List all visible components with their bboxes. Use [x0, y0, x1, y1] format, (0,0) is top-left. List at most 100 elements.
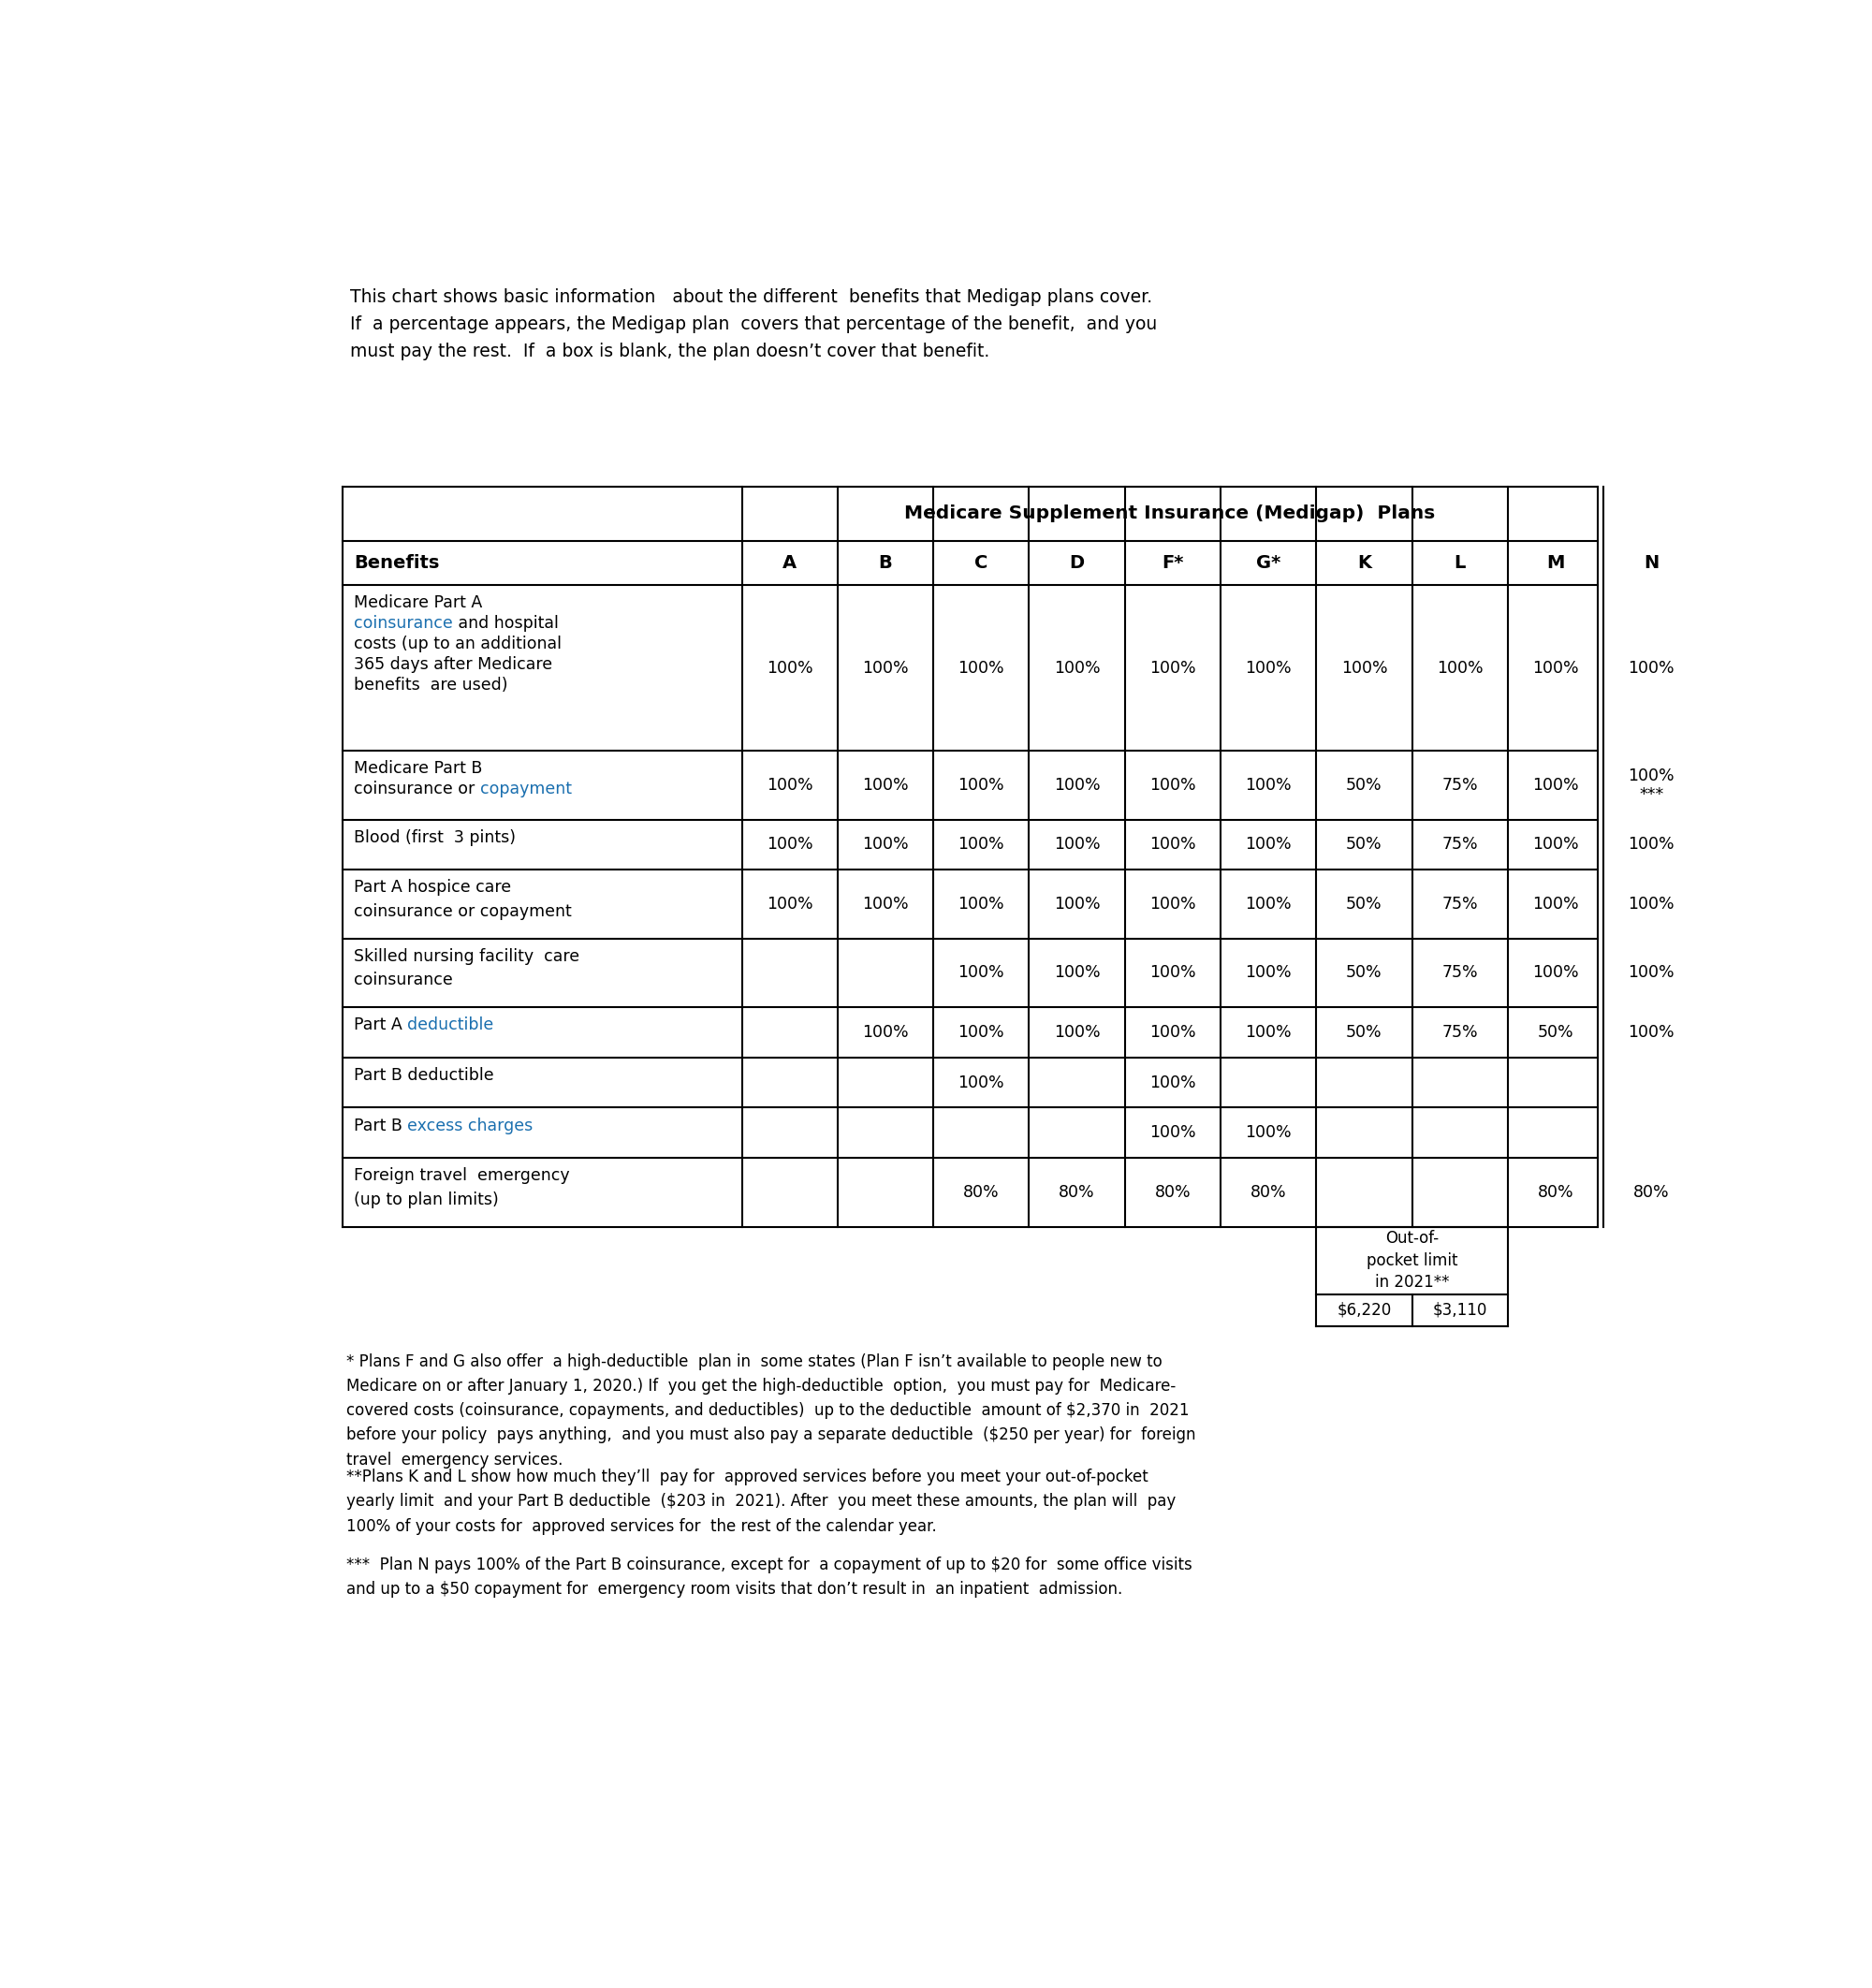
Text: 100%: 100%: [1533, 897, 1578, 912]
Text: 75%: 75%: [1441, 777, 1479, 793]
Text: 100%: 100%: [1149, 897, 1196, 912]
Text: 100%: 100%: [1149, 777, 1196, 793]
Text: 100%: 100%: [958, 964, 1005, 980]
Text: 80%: 80%: [1155, 1185, 1191, 1201]
Text: 100%: 100%: [766, 837, 812, 853]
Text: 80%: 80%: [1537, 1185, 1574, 1201]
Text: 100%: 100%: [1245, 777, 1292, 793]
Text: 100%: 100%: [1245, 1125, 1292, 1141]
Text: 100%: 100%: [1149, 660, 1196, 676]
Text: 100%: 100%: [1629, 964, 1675, 980]
Text: 100%: 100%: [1436, 660, 1483, 676]
Text: copayment: copayment: [479, 781, 571, 797]
Text: 100%: 100%: [1340, 660, 1387, 676]
Text: 100%: 100%: [766, 660, 812, 676]
Text: 100%: 100%: [1054, 837, 1101, 853]
Text: 100%: 100%: [863, 837, 908, 853]
Text: 100%: 100%: [1054, 777, 1101, 793]
Text: 100%: 100%: [958, 1074, 1005, 1091]
Text: 100%: 100%: [1245, 897, 1292, 912]
Text: 50%: 50%: [1346, 897, 1382, 912]
Text: $3,110: $3,110: [1432, 1302, 1486, 1318]
Text: 100%: 100%: [1149, 1125, 1196, 1141]
Text: and hospital: and hospital: [453, 614, 558, 632]
Text: 100%: 100%: [1149, 1074, 1196, 1091]
Text: 50%: 50%: [1537, 1024, 1574, 1040]
Text: coinsurance: coinsurance: [354, 614, 453, 632]
Text: coinsurance or: coinsurance or: [354, 781, 479, 797]
Text: Part A hospice care
coinsurance or copayment: Part A hospice care coinsurance or copay…: [354, 879, 571, 920]
Text: Part B deductible: Part B deductible: [354, 1068, 494, 1083]
Text: 100%: 100%: [1245, 660, 1292, 676]
Text: costs (up to an additional: costs (up to an additional: [354, 636, 562, 652]
Text: 75%: 75%: [1441, 837, 1479, 853]
Text: 100%: 100%: [766, 777, 812, 793]
Text: Medicare Part A: Medicare Part A: [354, 594, 483, 612]
Text: 80%: 80%: [1634, 1185, 1670, 1201]
Text: 100%: 100%: [1054, 897, 1101, 912]
Text: 100%: 100%: [1245, 1024, 1292, 1040]
Text: * Plans F and G also offer  a high-deductible  plan in  some states (Plan F isn’: * Plans F and G also offer a high-deduct…: [346, 1354, 1196, 1467]
Text: Medicare Part B: Medicare Part B: [354, 759, 483, 777]
Text: ***  Plan N pays 100% of the Part B coinsurance, except for  a copayment of up t: *** Plan N pays 100% of the Part B coins…: [346, 1557, 1192, 1598]
Text: 50%: 50%: [1346, 964, 1382, 980]
Text: 100%: 100%: [1629, 660, 1675, 676]
Text: 100%: 100%: [958, 777, 1005, 793]
Text: 100%: 100%: [863, 1024, 908, 1040]
Text: 75%: 75%: [1441, 897, 1479, 912]
Text: 80%: 80%: [1060, 1185, 1095, 1201]
Text: 100%: 100%: [1533, 837, 1578, 853]
Text: $6,220: $6,220: [1337, 1302, 1391, 1318]
Text: 100%: 100%: [1629, 1024, 1675, 1040]
Text: 100%: 100%: [1054, 1024, 1101, 1040]
Text: L: L: [1455, 555, 1466, 573]
Text: M: M: [1546, 555, 1565, 573]
Text: 100%: 100%: [958, 837, 1005, 853]
Text: 100%: 100%: [958, 1024, 1005, 1040]
Text: 80%: 80%: [1250, 1185, 1286, 1201]
Text: Out-of-
pocket limit
in 2021**: Out-of- pocket limit in 2021**: [1367, 1231, 1458, 1290]
Text: deductible: deductible: [408, 1016, 494, 1034]
Text: Benefits: Benefits: [354, 555, 440, 573]
Text: D: D: [1069, 555, 1084, 573]
Text: 100%: 100%: [1629, 837, 1675, 853]
Text: K: K: [1357, 555, 1370, 573]
Text: 100%: 100%: [766, 897, 812, 912]
Text: Skilled nursing facility  care
coinsurance: Skilled nursing facility care coinsuranc…: [354, 948, 580, 988]
Text: A: A: [782, 555, 797, 573]
Text: excess charges: excess charges: [408, 1117, 534, 1133]
Text: 100%: 100%: [958, 660, 1005, 676]
Text: Foreign travel  emergency
(up to plan limits): Foreign travel emergency (up to plan lim…: [354, 1167, 569, 1209]
Text: **Plans K and L show how much they’ll  pay for  approved services before you mee: **Plans K and L show how much they’ll pa…: [346, 1469, 1176, 1535]
Text: 100%: 100%: [863, 777, 908, 793]
Text: B: B: [878, 555, 893, 573]
Text: 100%: 100%: [1149, 964, 1196, 980]
Text: 100%: 100%: [1245, 964, 1292, 980]
Text: 50%: 50%: [1346, 1024, 1382, 1040]
Text: 80%: 80%: [962, 1185, 1000, 1201]
Text: 100%: 100%: [958, 897, 1005, 912]
Text: Medicare Supplement Insurance (Medigap)  Plans: Medicare Supplement Insurance (Medigap) …: [904, 505, 1436, 523]
Text: 100%: 100%: [1149, 837, 1196, 853]
Text: 365 days after Medicare: 365 days after Medicare: [354, 656, 552, 674]
Text: 75%: 75%: [1441, 1024, 1479, 1040]
Text: N: N: [1644, 555, 1659, 573]
Text: 50%: 50%: [1346, 777, 1382, 793]
Text: Part A: Part A: [354, 1016, 408, 1034]
Text: Part B: Part B: [354, 1117, 408, 1133]
Text: 100%: 100%: [1054, 964, 1101, 980]
Text: benefits  are used): benefits are used): [354, 676, 507, 694]
Text: 100%: 100%: [1629, 897, 1675, 912]
Text: 100%: 100%: [1245, 837, 1292, 853]
Text: Blood (first  3 pints): Blood (first 3 pints): [354, 829, 515, 845]
Text: 100%: 100%: [863, 897, 908, 912]
Text: This chart shows basic information   about the different  benefits that Medigap : This chart shows basic information about…: [350, 288, 1157, 360]
Text: 100%
***: 100% ***: [1629, 767, 1675, 803]
Text: 100%: 100%: [1149, 1024, 1196, 1040]
Text: 75%: 75%: [1441, 964, 1479, 980]
Text: 100%: 100%: [1533, 964, 1578, 980]
Text: 100%: 100%: [1533, 777, 1578, 793]
Text: C: C: [975, 555, 988, 573]
Text: 100%: 100%: [863, 660, 908, 676]
Text: 100%: 100%: [1054, 660, 1101, 676]
